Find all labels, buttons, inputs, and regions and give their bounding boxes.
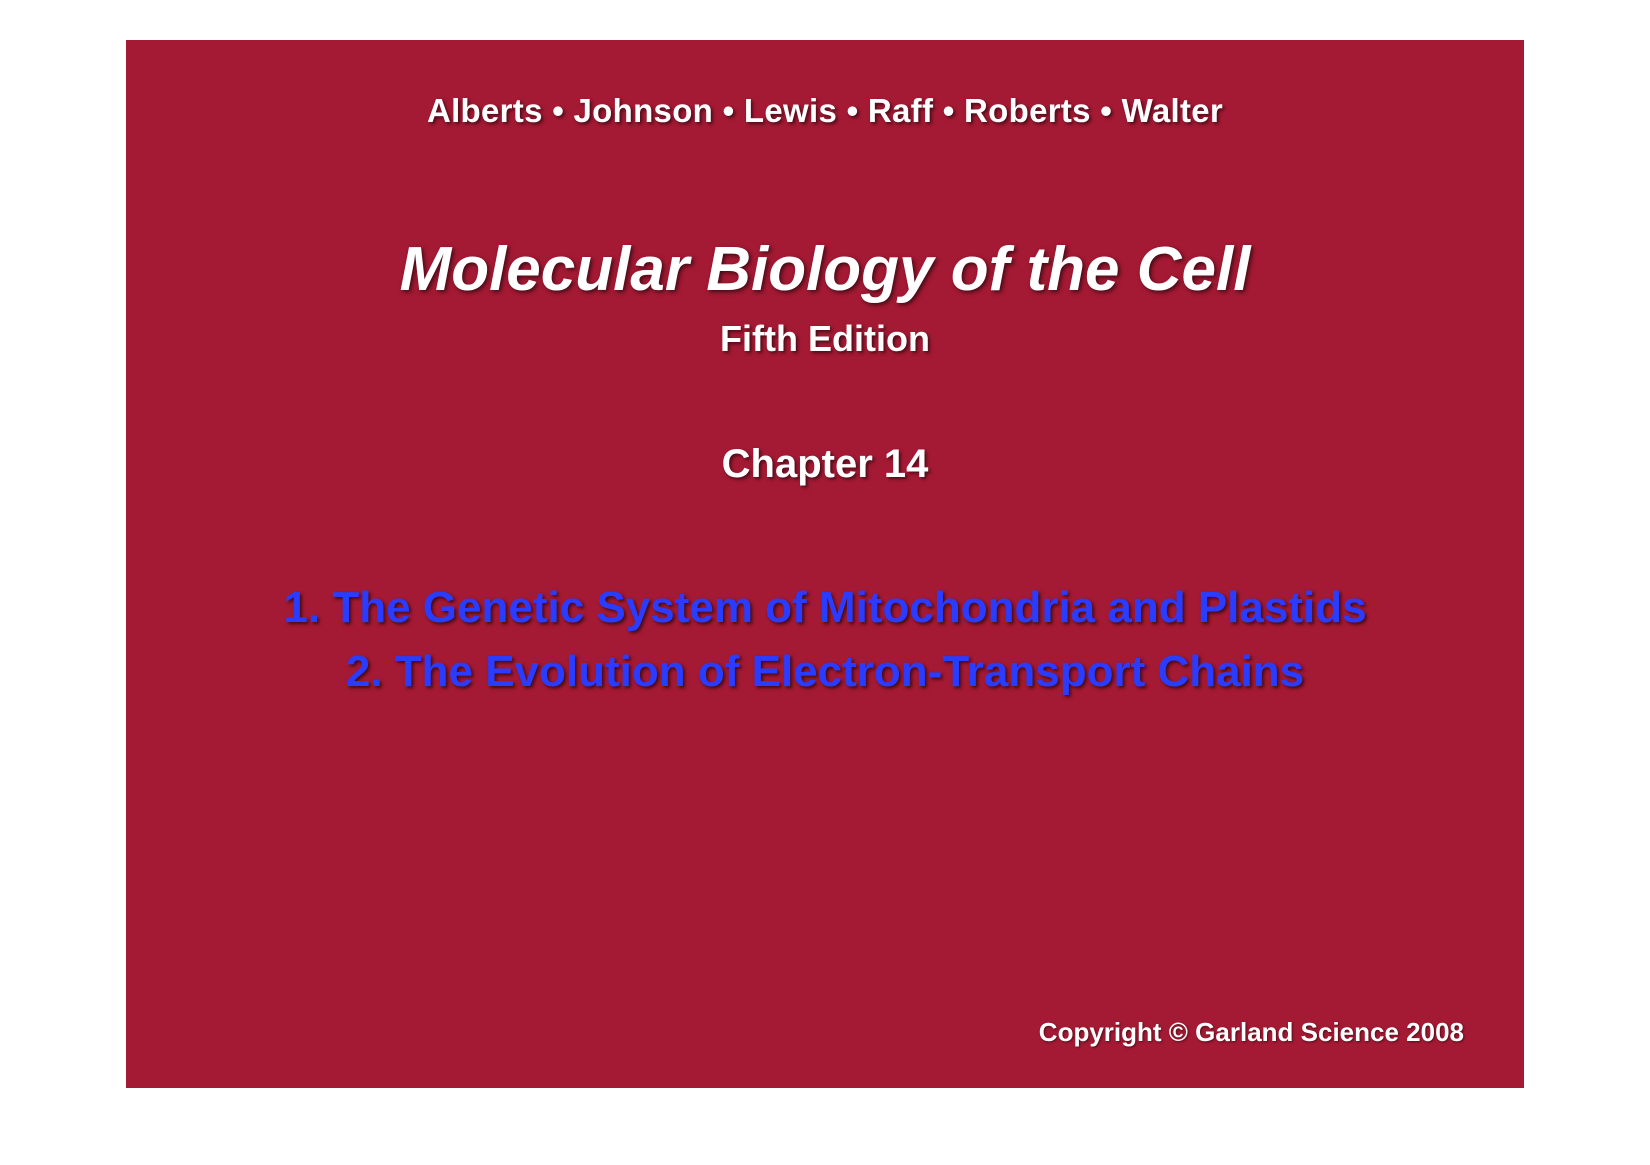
page: Alberts • Johnson • Lewis • Raff • Rober… — [0, 0, 1650, 1165]
chapter-topics: 1. The Genetic System of Mitochondria an… — [126, 576, 1524, 704]
copyright-notice: Copyright © Garland Science 2008 — [1039, 1017, 1464, 1048]
edition-label: Fifth Edition — [126, 318, 1524, 360]
chapter-label: Chapter 14 — [126, 442, 1524, 487]
authors-line: Alberts • Johnson • Lewis • Raff • Rober… — [126, 92, 1524, 130]
book-title: Molecular Biology of the Cell — [126, 234, 1524, 305]
topic-1: 1. The Genetic System of Mitochondria an… — [126, 576, 1524, 640]
topic-2: 2. The Evolution of Electron-Transport C… — [126, 640, 1524, 704]
title-slide: Alberts • Johnson • Lewis • Raff • Rober… — [126, 40, 1524, 1088]
